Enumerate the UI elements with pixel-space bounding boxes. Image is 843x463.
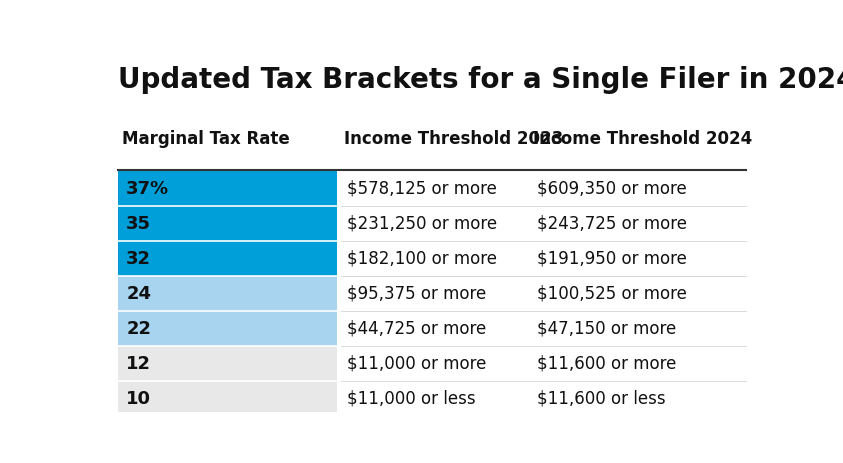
FancyBboxPatch shape xyxy=(118,311,337,346)
Text: $11,600 or less: $11,600 or less xyxy=(537,389,665,407)
Text: Income Threshold 2023: Income Threshold 2023 xyxy=(344,131,563,149)
FancyBboxPatch shape xyxy=(118,206,337,241)
Text: 10: 10 xyxy=(126,389,151,407)
Text: 24: 24 xyxy=(126,285,151,303)
Text: 22: 22 xyxy=(126,319,151,338)
Text: $47,150 or more: $47,150 or more xyxy=(537,319,676,338)
Text: $231,250 or more: $231,250 or more xyxy=(347,215,497,233)
Text: 12: 12 xyxy=(126,355,151,373)
FancyBboxPatch shape xyxy=(118,171,337,206)
Text: $11,000 or more: $11,000 or more xyxy=(347,355,486,373)
Text: $95,375 or more: $95,375 or more xyxy=(347,285,486,303)
Text: $11,600 or more: $11,600 or more xyxy=(537,355,676,373)
Text: $609,350 or more: $609,350 or more xyxy=(537,180,686,198)
Text: Marginal Tax Rate: Marginal Tax Rate xyxy=(121,131,289,149)
Text: Updated Tax Brackets for a Single Filer in 2024: Updated Tax Brackets for a Single Filer … xyxy=(118,66,843,94)
Text: 37%: 37% xyxy=(126,180,169,198)
Text: $11,000 or less: $11,000 or less xyxy=(347,389,475,407)
FancyBboxPatch shape xyxy=(118,346,337,381)
FancyBboxPatch shape xyxy=(118,381,337,416)
FancyBboxPatch shape xyxy=(118,276,337,311)
Text: $191,950 or more: $191,950 or more xyxy=(537,250,686,268)
Text: 35: 35 xyxy=(126,215,151,233)
FancyBboxPatch shape xyxy=(118,241,337,276)
Text: $243,725 or more: $243,725 or more xyxy=(537,215,686,233)
Text: $182,100 or more: $182,100 or more xyxy=(347,250,497,268)
Text: Income Threshold 2024: Income Threshold 2024 xyxy=(534,131,753,149)
Text: $578,125 or more: $578,125 or more xyxy=(347,180,497,198)
Text: 32: 32 xyxy=(126,250,151,268)
Text: $44,725 or more: $44,725 or more xyxy=(347,319,486,338)
Text: $100,525 or more: $100,525 or more xyxy=(537,285,686,303)
